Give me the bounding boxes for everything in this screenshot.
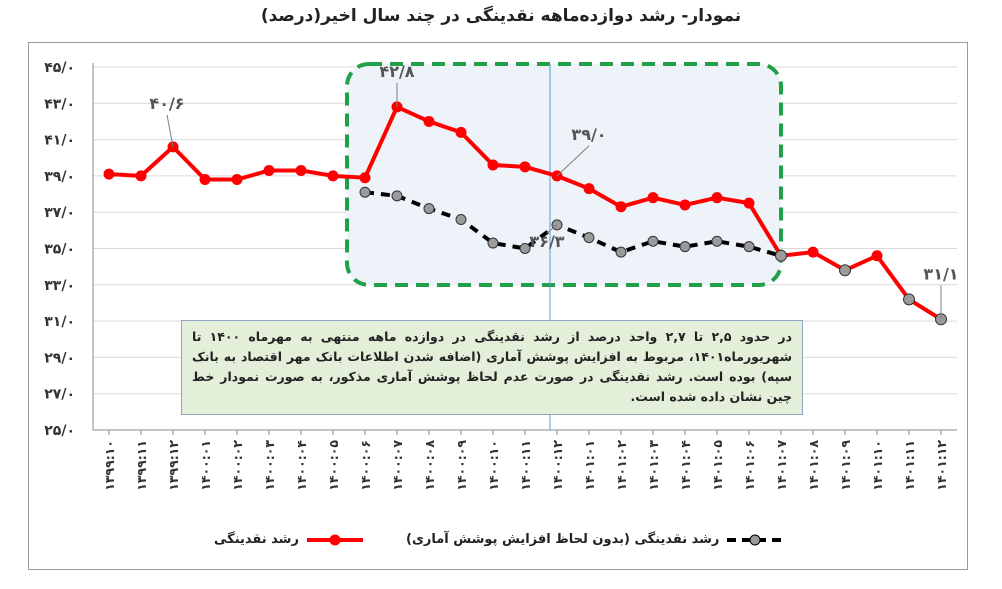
series-2-point xyxy=(679,241,691,253)
y-tick-label: ۲۹/۰ xyxy=(44,350,75,366)
legend-series2-swatch xyxy=(727,534,784,545)
x-tick-label: ۱۴۰۱:۱۱ xyxy=(902,440,917,491)
annotation-label: ۴۲/۸ xyxy=(379,62,414,81)
series-1-point xyxy=(295,164,307,176)
series-2-point xyxy=(455,213,467,225)
annotation-leader xyxy=(546,224,558,234)
x-tick-label: ۱۳۹۹:۱۰ xyxy=(102,440,117,491)
x-tick-label: ۱۴۰۰:۰۵ xyxy=(326,440,341,491)
series-1-point xyxy=(743,197,755,209)
annotation-label: ۳۱/۱ xyxy=(923,264,958,283)
series-2-point xyxy=(743,241,755,253)
highlight-region xyxy=(345,62,783,287)
y-tick-label: ۲۷/۰ xyxy=(44,387,75,403)
series-1-point xyxy=(359,172,371,184)
y-tick-label: ۴۵/۰ xyxy=(44,60,75,76)
x-tick-label: ۱۴۰۰:۰۴ xyxy=(294,440,309,491)
x-tick-label: ۱۴۰۱:۱۰ xyxy=(870,440,885,491)
series-1-point xyxy=(455,126,467,138)
x-tick-label: ۱۴۰۱:۰۹ xyxy=(838,440,853,491)
series-2-point xyxy=(423,203,435,215)
x-tick-label: ۱۴۰۱:۰۲ xyxy=(614,440,629,491)
series-1-point xyxy=(103,168,115,180)
annotation-leader xyxy=(556,145,590,177)
series-1-point xyxy=(871,250,883,262)
annotation-label: ۳۹/۰ xyxy=(571,125,606,144)
series-2-point xyxy=(487,237,499,249)
series-1-point xyxy=(263,164,275,176)
series-2-point xyxy=(359,186,371,198)
y-tick-label: ۳۹/۰ xyxy=(44,169,75,185)
legend-series1-label: رشد نقدینگی xyxy=(214,532,299,547)
series-2-point xyxy=(391,190,403,202)
series-1-point xyxy=(903,293,915,306)
series-1-point xyxy=(135,170,147,182)
legend-series1: رشد نقدینگی xyxy=(214,532,365,547)
series-1-point xyxy=(807,246,819,258)
series-1-point xyxy=(231,174,243,186)
series-1-point xyxy=(423,115,435,127)
y-tick-label: ۳۱/۰ xyxy=(44,314,75,330)
y-tick-label: ۴۳/۰ xyxy=(44,96,75,112)
y-tick-label: ۳۷/۰ xyxy=(44,205,75,221)
chart-frame xyxy=(28,42,968,570)
series-1-point xyxy=(583,183,595,195)
series-1-point xyxy=(199,174,211,186)
y-tick-label: ۴۱/۰ xyxy=(44,133,75,149)
x-tick-label: ۱۴۰۰:۰۸ xyxy=(422,440,437,491)
series-1-point xyxy=(679,199,691,211)
x-tick-label: ۱۴۰۰:۰۶ xyxy=(358,440,373,491)
x-tick-label: ۱۳۹۹:۱۲ xyxy=(166,440,181,491)
annotation-label: ۴۰/۶ xyxy=(149,94,184,113)
chart-title: نمودار- رشد دوازده‌ماهه نقدینگی در چند س… xyxy=(260,6,742,26)
x-tick-label: ۱۴۰۰:۱۲ xyxy=(550,440,565,491)
series-2-point xyxy=(711,235,723,247)
x-tick-label: ۱۴۰۰:۰۲ xyxy=(230,440,245,491)
x-tick-label: ۱۴۰۱:۰۸ xyxy=(806,440,821,491)
x-tick-label: ۱۴۰۰:۰۱ xyxy=(198,440,213,491)
y-tick-label: ۳۵/۰ xyxy=(44,242,75,258)
x-tick-label: ۱۳۹۹:۱۱ xyxy=(134,440,149,491)
x-tick-label: ۱۴۰۱:۰۴ xyxy=(678,440,693,491)
x-tick-label: ۱۴۰۰:۱۱ xyxy=(518,440,533,491)
legend-series2-label: رشد نقدینگی (بدون لحاظ افزایش پوشش آماری… xyxy=(406,532,720,547)
legend-series1-swatch xyxy=(306,534,363,545)
x-tick-label: ۱۴۰۰:۰۳ xyxy=(262,440,277,491)
series-1-point xyxy=(839,264,851,277)
legend-series2: رشد نقدینگی (بدون لحاظ افزایش پوشش آماری… xyxy=(406,532,785,547)
y-tick-label: ۲۵/۰ xyxy=(44,423,75,439)
series-2-point xyxy=(615,246,627,258)
x-tick-label: ۱۴۰۰:۰۷ xyxy=(390,440,405,491)
series-1-point xyxy=(615,201,627,213)
x-tick-label: ۱۴۰۱:۰۷ xyxy=(774,440,789,491)
series-1-point xyxy=(711,192,723,204)
x-tick-label: ۱۴۰۱:۰۶ xyxy=(742,440,757,491)
x-tick-label: ۱۴۰۰:۰۹ xyxy=(454,440,469,491)
series-1-point xyxy=(327,170,339,182)
series-2-point xyxy=(519,243,531,254)
series-1-point xyxy=(487,159,499,171)
series-1-point xyxy=(519,161,531,173)
x-tick-label: ۱۴۰۱:۰۳ xyxy=(646,440,661,491)
series-1-point xyxy=(647,192,659,204)
x-tick-label: ۱۴۰۱:۰۱ xyxy=(582,440,597,491)
x-tick-label: ۱۴۰۱:۱۲ xyxy=(934,440,949,491)
annotation-leader xyxy=(166,114,174,147)
series-1-point xyxy=(775,249,787,262)
x-tick-label: ۱۴۰۰:۱۰ xyxy=(486,440,501,491)
note-box: در حدود ۲,۵ تا ۲,۷ واحد درصد از رشد نقدی… xyxy=(181,320,803,415)
y-tick-label: ۳۳/۰ xyxy=(44,278,75,294)
series-2-point xyxy=(647,235,659,247)
series-2-point xyxy=(583,232,595,244)
annotation-label: ۳۶/۳ xyxy=(529,232,564,251)
x-tick-label: ۱۴۰۱:۰۵ xyxy=(710,440,725,491)
